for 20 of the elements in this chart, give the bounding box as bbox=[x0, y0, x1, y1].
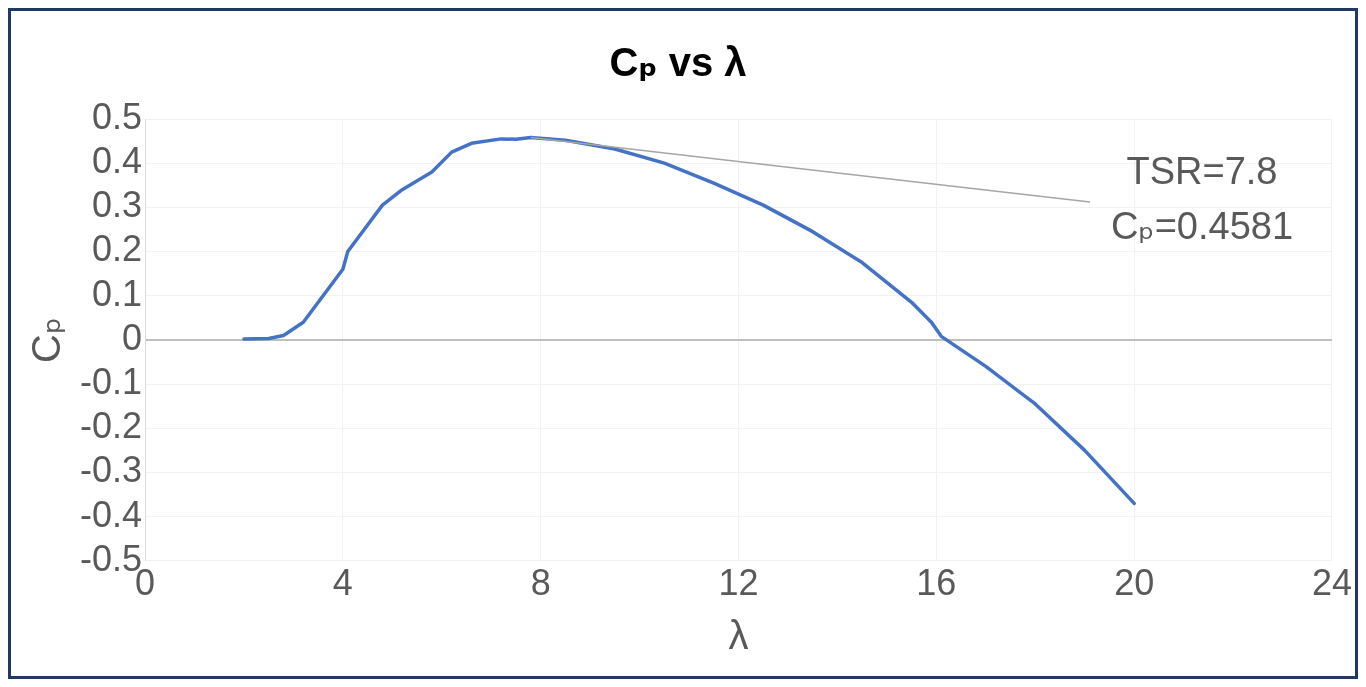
y-tick-label: 0.3 bbox=[91, 184, 143, 226]
chart-title: Cₚ vs λ bbox=[609, 40, 747, 85]
x-axis-title: λ bbox=[728, 613, 749, 658]
x-tick-label: 4 bbox=[332, 562, 353, 604]
x-tick-label: 24 bbox=[1311, 562, 1352, 604]
y-tick-label: 0.1 bbox=[91, 272, 143, 314]
y-tick-label: -0.2 bbox=[79, 405, 143, 447]
x-tick-label: 16 bbox=[916, 562, 957, 604]
y-axis-title: Cₚ bbox=[24, 316, 69, 363]
y-tick-label: 0 bbox=[122, 316, 143, 358]
annotation: TSR=7.8 Cₚ=0.4581 bbox=[1110, 150, 1294, 248]
y-tick-label: -0.3 bbox=[79, 449, 143, 491]
y-tick-label: -0.4 bbox=[79, 493, 143, 535]
x-tick-label: 20 bbox=[1114, 562, 1155, 604]
y-tick-label: 0.5 bbox=[91, 95, 143, 137]
x-tick-label: 8 bbox=[530, 562, 551, 604]
y-tick-label: -0.1 bbox=[79, 361, 143, 402]
x-tick-label: 12 bbox=[718, 562, 759, 604]
y-tick-label: 0.4 bbox=[91, 140, 143, 182]
y-tick-label: 0.2 bbox=[91, 228, 143, 270]
